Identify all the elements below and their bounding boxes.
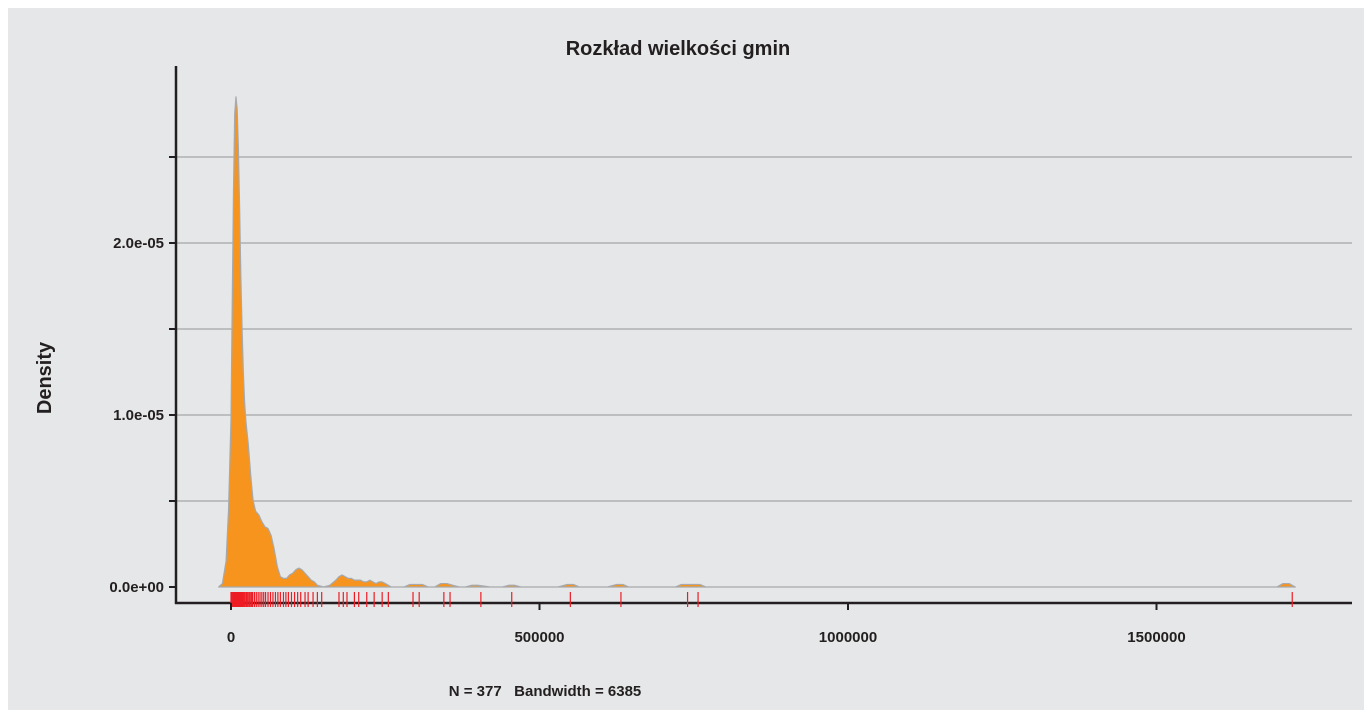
x-tick-label: 500000 — [514, 629, 564, 646]
y-tick-label: 2.0e-05 — [113, 235, 164, 252]
grid-layer — [176, 156, 1352, 502]
x-tick-label: 1000000 — [819, 629, 877, 646]
x-axis-label: N = 377 Bandwidth = 6385 — [449, 683, 642, 700]
x-tick-label: 0 — [227, 629, 235, 646]
density-chart: 0.0e+00 1.0e-05 2.0e-05 0 500000 1000000 15000… — [34, 38, 1352, 700]
area-layer — [218, 96, 1296, 588]
y-axis-label: Density — [34, 341, 56, 414]
density-area — [218, 96, 1296, 588]
y-tick-label: 0.0e+00 — [109, 579, 164, 596]
ticks-layer: 0.0e+00 1.0e-05 2.0e-05 0 500000 1000000 15000… — [109, 156, 1186, 646]
y-tick-label: 1.0e-05 — [113, 407, 164, 424]
x-tick-label: 1500000 — [1127, 629, 1185, 646]
chart-title: Rozkład wielkości gmin — [566, 38, 791, 60]
chart-panel: 0.0e+00 1.0e-05 2.0e-05 0 500000 1000000 15000… — [8, 8, 1364, 710]
rug-layer — [230, 592, 1293, 607]
axes-layer — [174, 66, 1352, 605]
